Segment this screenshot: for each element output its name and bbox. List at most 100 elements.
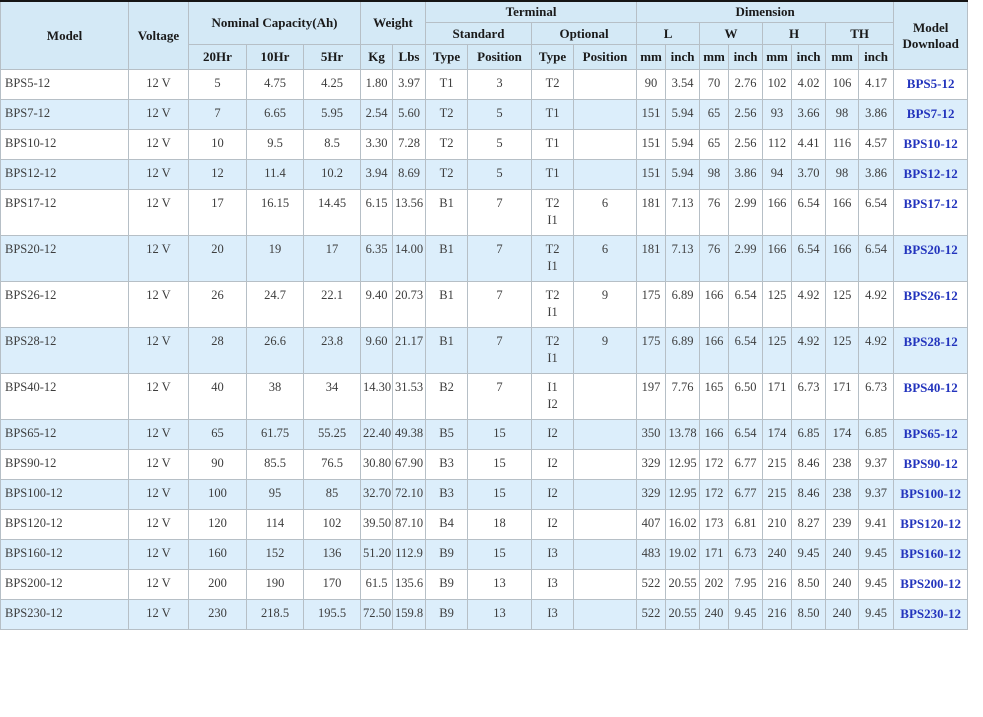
cell-dim-l-inch: 12.95 — [665, 479, 701, 510]
download-link[interactable]: BPS12-12 — [903, 166, 958, 181]
cell-dim-w-inch: 2.76 — [728, 69, 764, 100]
cell-dim-th-inch: 6.73 — [858, 373, 895, 420]
cell-dim-h-inch: 3.70 — [791, 159, 827, 190]
cell-dim-l-mm: 522 — [636, 599, 667, 630]
download-link[interactable]: BPS200-12 — [900, 576, 961, 591]
cell-dim-w-inch: 6.50 — [728, 373, 764, 420]
cell-model: BPS10-12 — [0, 129, 129, 160]
cell-model-download: BPS10-12 — [893, 129, 969, 160]
cell-capacity-10hr: 16.15 — [246, 189, 304, 236]
header-std-position: Position — [467, 44, 533, 70]
cell-dim-h-mm: 171 — [762, 373, 793, 420]
cell-terminal-optional-type: T1 — [531, 129, 575, 160]
cell-dim-h-mm: 125 — [762, 327, 793, 374]
cell-dim-h-inch: 6.54 — [791, 235, 827, 282]
cell-weight-kg: 39.50 — [360, 509, 394, 540]
download-link[interactable]: BPS20-12 — [903, 242, 958, 257]
cell-weight-kg: 61.5 — [360, 569, 394, 600]
download-link[interactable]: BPS26-12 — [903, 288, 958, 303]
cell-terminal-optional-position — [573, 479, 638, 510]
cell-dim-w-inch: 2.56 — [728, 99, 764, 130]
cell-model-download: BPS40-12 — [893, 373, 969, 420]
cell-terminal-standard-position: 13 — [467, 569, 533, 600]
cell-weight-lbs: 14.00 — [392, 235, 427, 282]
cell-dim-l-inch: 5.94 — [665, 159, 701, 190]
cell-model-download: BPS20-12 — [893, 235, 969, 282]
table-row: BPS28-12 12 V 28 26.6 23.8 9.60 21.17 B1… — [0, 327, 969, 374]
cell-dim-th-mm: 174 — [825, 419, 860, 450]
cell-terminal-optional-type: T2 I1 — [531, 235, 575, 282]
cell-dim-h-mm: 93 — [762, 99, 793, 130]
cell-terminal-standard-position: 15 — [467, 449, 533, 480]
cell-weight-lbs: 20.73 — [392, 281, 427, 328]
cell-capacity-10hr: 61.75 — [246, 419, 304, 450]
cell-terminal-optional-type: T2 — [531, 69, 575, 100]
cell-weight-lbs: 87.10 — [392, 509, 427, 540]
cell-terminal-standard-type: B1 — [425, 327, 469, 374]
download-link[interactable]: BPS65-12 — [903, 426, 958, 441]
cell-terminal-standard-type: B2 — [425, 373, 469, 420]
cell-capacity-5hr: 14.45 — [302, 189, 362, 236]
cell-capacity-5hr: 8.5 — [302, 129, 362, 160]
header-terminal-optional: Optional — [531, 22, 638, 45]
cell-dim-h-mm: 216 — [762, 569, 793, 600]
cell-model-download: BPS230-12 — [893, 599, 969, 630]
cell-capacity-20hr: 40 — [188, 373, 247, 420]
cell-weight-lbs: 135.6 — [392, 569, 427, 600]
cell-dim-h-mm: 215 — [762, 449, 793, 480]
cell-dim-w-inch: 6.81 — [728, 509, 764, 540]
table-row: BPS120-12 12 V 120 114 102 39.50 87.10 B… — [0, 509, 969, 540]
cell-model: BPS120-12 — [0, 509, 129, 540]
cell-terminal-optional-position: 9 — [573, 281, 638, 328]
cell-model: BPS40-12 — [0, 373, 129, 420]
download-link[interactable]: BPS230-12 — [900, 606, 961, 621]
header-voltage: Voltage — [128, 0, 189, 70]
download-link[interactable]: BPS5-12 — [906, 76, 955, 91]
cell-capacity-20hr: 90 — [188, 449, 247, 480]
download-link[interactable]: BPS40-12 — [903, 380, 958, 395]
cell-capacity-10hr: 38 — [246, 373, 304, 420]
cell-dim-th-inch: 4.92 — [858, 281, 895, 328]
cell-terminal-optional-position: 6 — [573, 235, 638, 282]
cell-dim-th-inch: 4.57 — [858, 129, 895, 160]
cell-dim-l-inch: 16.02 — [665, 509, 701, 540]
cell-dim-w-mm: 166 — [699, 281, 730, 328]
cell-dim-w-inch: 6.77 — [728, 479, 764, 510]
download-link[interactable]: BPS120-12 — [900, 516, 961, 531]
cell-dim-l-inch: 7.13 — [665, 189, 701, 236]
cell-dim-w-mm: 98 — [699, 159, 730, 190]
cell-capacity-20hr: 120 — [188, 509, 247, 540]
cell-dim-h-inch: 6.85 — [791, 419, 827, 450]
cell-terminal-optional-type: I2 — [531, 449, 575, 480]
cell-model: BPS26-12 — [0, 281, 129, 328]
header-terminal-standard: Standard — [425, 22, 533, 45]
header-terminal: Terminal — [425, 0, 638, 23]
cell-model: BPS28-12 — [0, 327, 129, 374]
cell-capacity-20hr: 17 — [188, 189, 247, 236]
download-link[interactable]: BPS100-12 — [900, 486, 961, 501]
cell-dim-w-mm: 202 — [699, 569, 730, 600]
cell-model-download: BPS160-12 — [893, 539, 969, 570]
cell-dim-l-mm: 522 — [636, 569, 667, 600]
table-row: BPS10-12 12 V 10 9.5 8.5 3.30 7.28 T2 5 … — [0, 129, 969, 160]
cell-terminal-standard-position: 7 — [467, 281, 533, 328]
header-l-mm: mm — [636, 44, 667, 70]
cell-model-download: BPS12-12 — [893, 159, 969, 190]
cell-dim-w-inch: 2.56 — [728, 129, 764, 160]
cell-terminal-optional-position — [573, 599, 638, 630]
cell-dim-h-inch: 8.50 — [791, 569, 827, 600]
download-link[interactable]: BPS10-12 — [903, 136, 958, 151]
cell-model: BPS7-12 — [0, 99, 129, 130]
download-link[interactable]: BPS90-12 — [903, 456, 958, 471]
cell-dim-h-inch: 8.27 — [791, 509, 827, 540]
cell-dim-w-mm: 165 — [699, 373, 730, 420]
download-link[interactable]: BPS17-12 — [903, 196, 958, 211]
cell-capacity-5hr: 22.1 — [302, 281, 362, 328]
download-link[interactable]: BPS28-12 — [903, 334, 958, 349]
cell-terminal-optional-type: I1 I2 — [531, 373, 575, 420]
cell-weight-kg: 1.80 — [360, 69, 394, 100]
download-link[interactable]: BPS160-12 — [900, 546, 961, 561]
cell-weight-kg: 30.80 — [360, 449, 394, 480]
cell-capacity-10hr: 9.5 — [246, 129, 304, 160]
download-link[interactable]: BPS7-12 — [906, 106, 955, 121]
